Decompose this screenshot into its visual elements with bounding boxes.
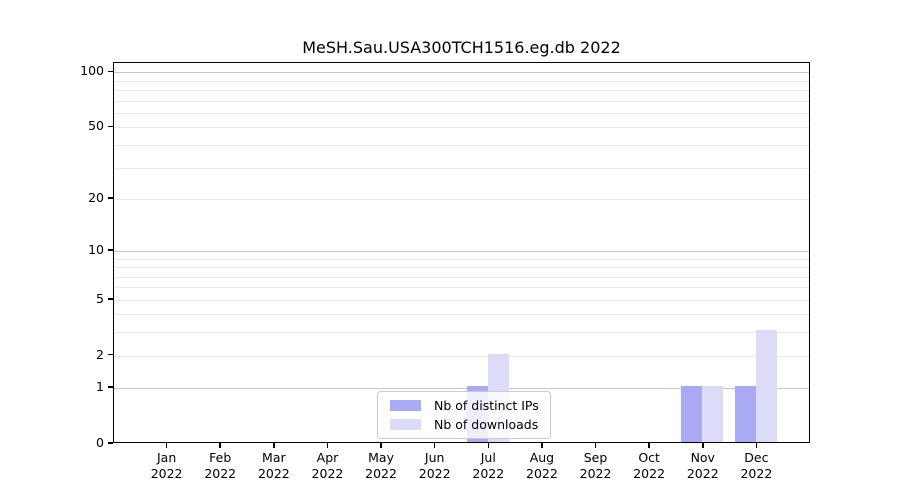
x-tick-month: Sep: [583, 450, 608, 465]
x-tick-month: Dec: [744, 450, 769, 465]
minor-gridline: [114, 112, 809, 114]
legend-swatch-downloads-icon: [390, 419, 421, 430]
y-tick-label: 5: [96, 290, 104, 306]
y-tick: [108, 353, 113, 356]
x-tick-month: Feb: [209, 450, 232, 465]
minor-gridline: [114, 144, 809, 146]
legend-label-distinct-ips: Nb of distinct IPs: [434, 398, 539, 413]
y-tick: [108, 297, 113, 300]
minor-gridline: [114, 90, 809, 92]
y-tick: [108, 70, 113, 73]
minor-gridline: [114, 80, 809, 82]
bar-distinct-ips-nov: [681, 386, 703, 442]
x-tick-year: 2022: [257, 465, 290, 481]
x-tick: [433, 443, 436, 448]
major-gridline: [114, 72, 809, 74]
bar-distinct-ips-dec: [734, 386, 756, 442]
y-tick-label: 1: [96, 379, 104, 395]
y-tick-label: 100: [80, 63, 104, 79]
legend: Nb of distinct IPs Nb of downloads: [377, 391, 551, 439]
y-tick-label: 0: [96, 435, 104, 450]
x-tick: [487, 443, 490, 448]
x-tick-year: 2022: [204, 465, 237, 481]
minor-gridline: [114, 332, 809, 334]
minor-gridline: [114, 287, 809, 289]
x-tick-label-aug: Aug 2022: [514, 450, 570, 481]
x-tick-label-jun: Jun 2022: [407, 450, 463, 481]
x-tick-month: Jan: [156, 450, 177, 465]
minor-gridline: [114, 276, 809, 278]
x-tick-year: 2022: [418, 465, 451, 481]
x-tick-label-may: May 2022: [353, 450, 409, 481]
minor-gridline: [114, 355, 809, 357]
y-tick: [108, 197, 113, 199]
x-tick-label-sep: Sep 2022: [568, 450, 624, 481]
x-tick-year: 2022: [365, 465, 397, 481]
minor-gridline: [114, 258, 809, 260]
x-tick-month: Nov: [690, 450, 715, 465]
plot-area: [113, 62, 810, 443]
x-tick-label-nov: Nov 2022: [675, 450, 731, 481]
legend-label-downloads: Nb of downloads: [434, 417, 539, 432]
bar-downloads-nov: [702, 386, 724, 442]
x-tick-label-feb: Feb 2022: [192, 450, 248, 481]
x-tick: [219, 443, 222, 448]
x-tick-month: Jun: [424, 450, 445, 465]
minor-gridline: [114, 198, 809, 200]
x-tick-month: May: [368, 450, 394, 465]
x-tick: [273, 443, 275, 448]
minor-gridline: [114, 267, 809, 269]
y-tick: [108, 442, 113, 444]
x-tick-year: 2022: [311, 465, 344, 481]
y-tick: [108, 249, 113, 251]
y-tick-label: 20: [88, 189, 104, 205]
major-gridline: [114, 388, 809, 390]
y-tick-label: 2: [96, 346, 104, 362]
x-tick-year: 2022: [579, 465, 612, 481]
x-tick-month: Mar: [262, 450, 286, 465]
x-tick-label-dec: Dec 2022: [728, 450, 784, 481]
minor-gridline: [114, 299, 809, 301]
y-tick-label: 10: [88, 241, 104, 257]
chart-title: MeSH.Sau.USA300TCH1516.eg.db 2022: [302, 38, 621, 57]
legend-item-downloads: Nb of downloads: [390, 417, 539, 432]
x-tick-label-oct: Oct 2022: [621, 450, 677, 481]
y-tick: [108, 386, 113, 388]
x-tick-month: Jul: [480, 450, 496, 465]
minor-gridline: [114, 167, 809, 169]
x-tick-year: 2022: [150, 465, 183, 481]
x-tick: [701, 443, 704, 448]
x-tick-label-jan: Jan 2022: [139, 450, 195, 481]
y-tick: [108, 125, 113, 128]
x-tick: [380, 443, 382, 448]
y-tick-label: 50: [88, 118, 104, 134]
x-tick-year: 2022: [686, 465, 719, 481]
x-tick: [594, 443, 597, 448]
minor-gridline: [114, 100, 809, 102]
x-tick-label-mar: Mar 2022: [246, 450, 302, 481]
bar-downloads-dec: [755, 330, 777, 442]
x-tick-year: 2022: [472, 465, 505, 481]
x-tick-year: 2022: [526, 465, 558, 481]
x-tick: [541, 443, 543, 448]
legend-swatch-distinct-ips-icon: [390, 400, 421, 411]
minor-gridline: [114, 127, 809, 129]
x-tick-label-jul: Jul 2022: [460, 450, 516, 481]
x-tick: [648, 443, 650, 448]
x-tick: [326, 443, 329, 448]
major-gridline: [114, 250, 809, 252]
x-tick-month: Oct: [638, 450, 660, 465]
x-tick: [755, 443, 758, 448]
x-tick-year: 2022: [740, 465, 773, 481]
x-tick-label-apr: Apr 2022: [299, 450, 355, 481]
x-tick-year: 2022: [633, 465, 666, 481]
legend-item-distinct-ips: Nb of distinct IPs: [390, 398, 539, 413]
minor-gridline: [114, 314, 809, 316]
x-tick: [165, 443, 168, 448]
x-tick-month: Apr: [316, 450, 339, 465]
x-tick-month: Aug: [529, 450, 555, 465]
